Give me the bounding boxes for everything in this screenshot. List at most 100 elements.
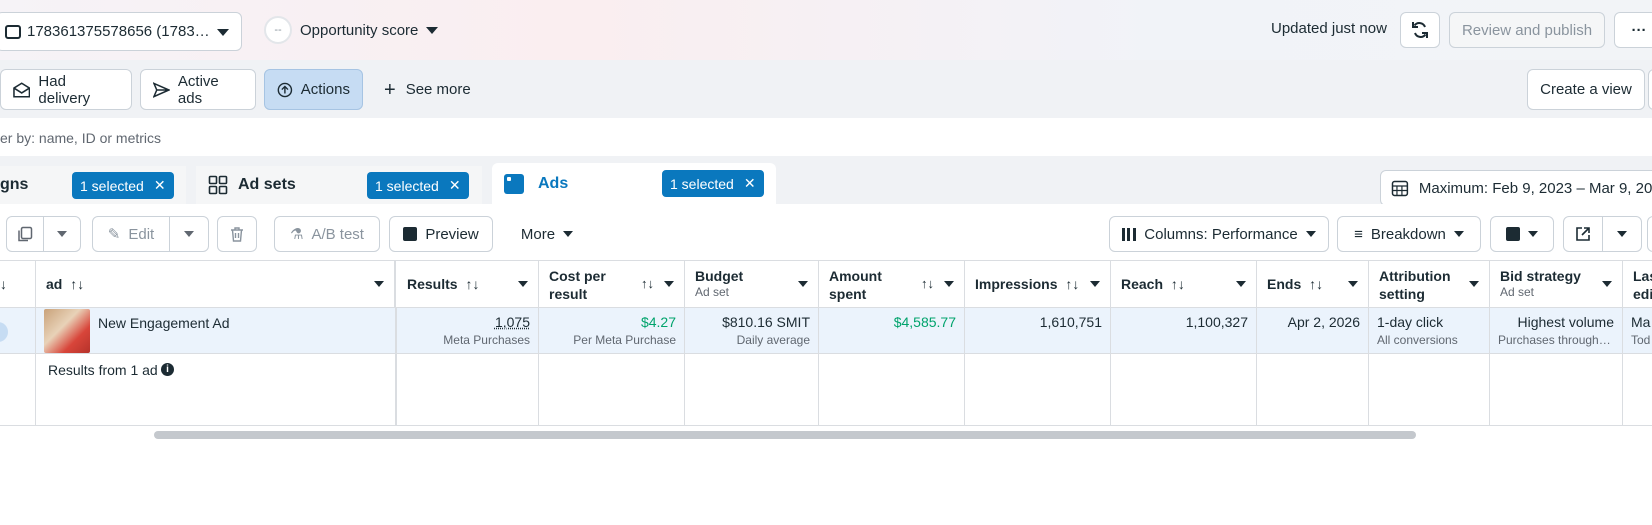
upload-circle-icon [277, 82, 293, 97]
campaigns-selected-pill[interactable]: 1 selected ✕ [72, 172, 174, 199]
ad-thumbnail [44, 309, 90, 353]
row-ad-name-cell[interactable]: New Engagement Ad [36, 308, 397, 354]
edit-button[interactable]: ✎ Edit [92, 216, 170, 252]
reports-button[interactable] [1490, 216, 1554, 252]
chevron-down-icon[interactable] [1348, 281, 1358, 287]
header-attribution[interactable]: Attribution setting [1369, 261, 1490, 309]
ad-name[interactable]: New Engagement Ad [98, 315, 230, 331]
header-ad-name[interactable]: ad ↑↓ [36, 261, 396, 309]
chevron-down-icon [1453, 231, 1464, 237]
trash-icon [231, 227, 243, 242]
opportunity-score-dropdown[interactable]: -- Opportunity score [264, 16, 439, 44]
search-bar[interactable]: er by: name, ID or metrics [0, 118, 1652, 156]
duplicate-icon [18, 226, 33, 242]
sort-icon[interactable]: ↑↓ [70, 276, 85, 292]
export-dropdown[interactable] [1602, 216, 1642, 252]
edit-label: Edit [128, 225, 155, 243]
chevron-down-icon[interactable] [798, 281, 808, 287]
header-ends[interactable]: Ends ↑↓ [1257, 261, 1369, 309]
chevron-down-icon[interactable] [518, 281, 528, 287]
results-value[interactable]: 1,075 [494, 314, 530, 330]
refresh-button[interactable] [1400, 12, 1440, 48]
campaigns-selected-label: 1 selected [80, 177, 144, 194]
summary-cell [397, 354, 539, 426]
reports-icon [1506, 227, 1520, 241]
cell-ends: Apr 2, 2026 [1257, 308, 1369, 354]
tab-ads-label: Ads [538, 174, 569, 192]
level-tabs: gns 1 selected ✕ Ad sets 1 selected ✕ Ad… [0, 156, 1652, 204]
columns-button[interactable]: Columns: Performance [1109, 216, 1329, 252]
row-toggle-cell[interactable] [0, 308, 36, 354]
toggle-switch[interactable] [0, 322, 8, 342]
active-ads-filter[interactable]: Active ads [140, 69, 256, 110]
create-view-button[interactable]: Create a view [1527, 69, 1645, 110]
search-input[interactable]: er by: name, ID or metrics [0, 130, 162, 146]
header-bid-strategy[interactable]: Bid strategy Ad set [1490, 261, 1623, 309]
export-button[interactable] [1563, 216, 1603, 252]
breakdown-button[interactable]: ≡ Breakdown [1337, 216, 1481, 252]
view-options-button[interactable] [1648, 69, 1652, 110]
account-selector[interactable]: 178361375578656 (1783… [0, 12, 242, 51]
chevron-down-icon[interactable] [374, 281, 384, 287]
sort-icon[interactable]: ↑↓ [1065, 276, 1080, 292]
header-budget-label: Budget [695, 268, 744, 284]
sort-icon[interactable]: ↑↓ [921, 276, 934, 291]
cell-last-edit: Ma Tod [1623, 308, 1652, 354]
duplicate-dropdown[interactable] [43, 216, 81, 252]
more-button[interactable]: More [506, 216, 588, 252]
duplicate-button[interactable] [6, 216, 44, 252]
image-icon [403, 227, 418, 241]
adsets-selected-label: 1 selected [375, 177, 439, 194]
chevron-down-icon[interactable] [664, 281, 674, 287]
chevron-down-icon[interactable] [1469, 281, 1479, 287]
chevron-down-icon[interactable] [1236, 281, 1246, 287]
sort-icon[interactable]: ↑↓ [465, 276, 480, 292]
header-cost-per-result[interactable]: Cost per result ↑↓ [539, 261, 685, 309]
see-more-button[interactable]: + See more [376, 69, 479, 110]
header-toggle[interactable]: ↓ [0, 261, 36, 309]
header-reach[interactable]: Reach ↑↓ [1111, 261, 1257, 309]
table-toolbar: ✎ Edit ⚗ A/B test Preview More Columns: … [0, 204, 1652, 260]
tab-ad-sets[interactable]: Ad sets 1 selected ✕ [196, 166, 482, 204]
had-delivery-filter[interactable]: Had delivery [0, 69, 132, 110]
ads-selected-pill[interactable]: 1 selected ✕ [662, 170, 764, 197]
close-icon[interactable]: ✕ [743, 175, 756, 191]
tab-ads[interactable]: Ads 1 selected ✕ [492, 163, 776, 204]
tab-campaigns-label: gns [0, 176, 29, 193]
header-impressions[interactable]: Impressions ↑↓ [965, 261, 1111, 309]
delete-button[interactable] [217, 216, 257, 252]
chevron-down-icon[interactable] [1602, 281, 1612, 287]
header-last-edit[interactable]: Las edi [1623, 261, 1652, 309]
info-icon[interactable]: i [161, 363, 174, 376]
chevron-down-icon [57, 231, 67, 237]
sort-icon[interactable]: ↑↓ [1170, 276, 1185, 292]
attribution-sub: All conversions [1377, 333, 1458, 347]
extra-toolbar-button[interactable] [1647, 216, 1652, 252]
actions-filter[interactable]: Actions [264, 69, 363, 110]
header-amount-spent[interactable]: Amount spent ↑↓ [819, 261, 965, 309]
columns-icon [1122, 227, 1137, 241]
review-publish-button[interactable]: Review and publish [1449, 12, 1605, 48]
close-icon[interactable]: ✕ [448, 177, 461, 193]
horizontal-scrollbar[interactable] [154, 431, 1416, 439]
preview-button[interactable]: Preview [389, 216, 493, 252]
sort-icon[interactable]: ↑↓ [641, 276, 654, 291]
more-options-button[interactable]: ··· [1614, 12, 1652, 48]
date-range-picker[interactable]: Maximum: Feb 9, 2023 – Mar 9, 2026 [1380, 170, 1652, 206]
summary-cell [539, 354, 685, 426]
edit-dropdown[interactable] [169, 216, 209, 252]
summary-cell [1623, 354, 1652, 426]
summary-cell [685, 354, 819, 426]
header-results[interactable]: Results ↑↓ [397, 261, 539, 309]
close-icon[interactable]: ✕ [153, 177, 166, 193]
cell-budget: $810.16 SMIT Daily average [685, 308, 819, 354]
adsets-selected-pill[interactable]: 1 selected ✕ [367, 172, 469, 199]
tab-campaigns[interactable]: gns 1 selected ✕ [0, 166, 186, 204]
header-attribution-label: Attribution setting [1379, 268, 1451, 302]
ab-test-button[interactable]: ⚗ A/B test [274, 216, 380, 252]
header-budget[interactable]: Budget Ad set [685, 261, 819, 309]
summary-cell [1257, 354, 1369, 426]
chevron-down-icon[interactable] [944, 281, 954, 287]
sort-icon[interactable]: ↑↓ [1309, 276, 1324, 292]
chevron-down-icon[interactable] [1090, 281, 1100, 287]
